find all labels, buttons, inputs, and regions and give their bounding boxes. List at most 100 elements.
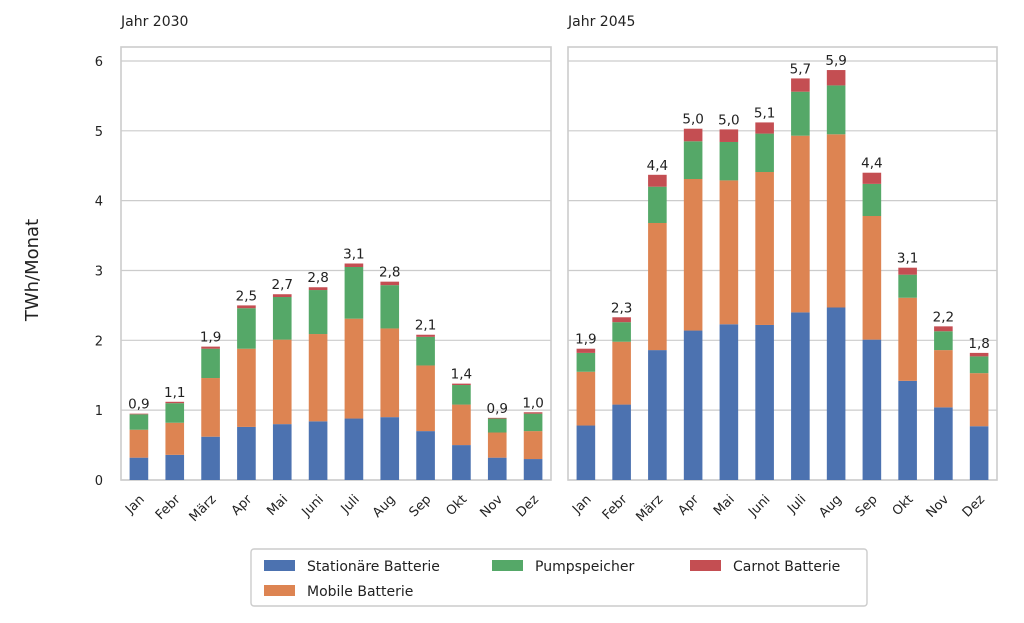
x-tick-label: Juli — [784, 492, 809, 517]
bar-segment — [862, 216, 882, 340]
bar-segment — [272, 424, 292, 480]
bar-segment — [862, 172, 882, 184]
bar-segment — [165, 401, 185, 404]
bar-segment — [898, 267, 917, 275]
bar-segment — [898, 297, 917, 381]
y-axis-label: TWh/Monat — [22, 219, 43, 322]
bar-segment — [165, 454, 185, 480]
bar-segment — [648, 174, 667, 187]
x-tick-label: Juni — [299, 492, 327, 520]
bar-segment — [344, 266, 364, 319]
bar-segment — [755, 172, 774, 325]
legend-swatch — [492, 560, 523, 571]
x-tick-label: Nov — [478, 492, 507, 521]
bar-segment — [934, 407, 953, 480]
bar-segment — [612, 404, 631, 480]
legend-swatch — [264, 560, 295, 571]
bar-segment — [523, 431, 543, 460]
data-label: 1,4 — [451, 367, 472, 383]
x-tick-label: Apr — [229, 492, 256, 519]
bar-segment — [487, 457, 507, 480]
bar-segment — [452, 445, 471, 480]
bar-segment — [380, 328, 400, 418]
bar-segment — [612, 317, 631, 323]
bar-segment — [380, 285, 400, 329]
bar-segment — [683, 128, 703, 142]
bar-segment — [612, 322, 631, 342]
bar-segment — [612, 341, 631, 405]
bar-segment — [416, 431, 435, 480]
bar-segment — [576, 425, 596, 480]
data-label: 5,9 — [825, 53, 846, 69]
bar-segment — [755, 324, 774, 480]
data-label: 1,1 — [164, 385, 185, 401]
x-tick-label: Jan — [122, 492, 147, 517]
bar-segment — [648, 350, 667, 480]
bar-segment — [576, 352, 596, 372]
bar-segment — [576, 348, 596, 353]
bar-segment — [487, 432, 507, 458]
legend-label: Carnot Batterie — [733, 559, 840, 575]
bar-segment — [308, 290, 328, 335]
y-tick-label: 6 — [95, 55, 103, 70]
data-label: 4,4 — [647, 158, 668, 174]
bar-segment — [862, 339, 882, 480]
data-label: 5,0 — [718, 112, 739, 128]
data-label: 1,9 — [200, 330, 221, 346]
plot-frame — [567, 46, 998, 481]
bar-segment — [237, 426, 256, 480]
bar-segment — [344, 263, 364, 267]
bar-segment — [523, 413, 543, 432]
bar-segment — [272, 297, 292, 340]
x-tick-label: Febr — [600, 492, 631, 523]
bar-segment — [416, 336, 435, 366]
data-label: 2,7 — [272, 277, 293, 293]
bar-segment — [416, 365, 435, 432]
data-label: 3,1 — [897, 251, 918, 267]
bar-segment — [576, 371, 596, 426]
plot-frame — [120, 46, 552, 481]
data-label: 4,4 — [861, 156, 882, 172]
x-tick-label: Sep — [406, 492, 434, 520]
data-label: 2,5 — [236, 288, 257, 304]
bar-segment — [201, 346, 220, 349]
x-tick-label: Jan — [569, 492, 594, 517]
data-label: 5,0 — [682, 112, 703, 128]
bar-segment — [683, 141, 703, 179]
bar-segment — [308, 421, 328, 480]
bar-segment — [862, 183, 882, 217]
x-tick-label: März — [633, 492, 666, 525]
legend-label: Stationäre Batterie — [307, 559, 440, 575]
bar-segment — [452, 404, 471, 446]
data-label: 0,9 — [128, 397, 149, 413]
x-tick-label: Mai — [711, 492, 738, 519]
panel-title: Jahr 2030 — [120, 14, 188, 30]
bar-segment — [201, 378, 220, 437]
bar-segment — [648, 186, 667, 223]
bar-segment — [129, 457, 149, 480]
bar-segment — [719, 141, 739, 181]
x-tick-label: Nov — [924, 492, 953, 521]
bar-segment — [826, 70, 846, 86]
bar-segment — [719, 180, 739, 325]
bar-segment — [683, 330, 703, 480]
panel-1: 0 1 2 3 4 5 6 Jahr 2030 0,9 Jan 1,1 Febr 1,9 März 2,5 A… — [95, 14, 552, 525]
bar-segment — [129, 414, 149, 430]
data-label: 3,1 — [343, 247, 364, 263]
x-tick-label: Mai — [264, 492, 291, 519]
bar-segment — [898, 380, 917, 480]
bar-segment — [969, 373, 989, 427]
data-label: 1,0 — [522, 395, 543, 411]
panel-title: Jahr 2045 — [567, 14, 635, 30]
bar-segment — [308, 287, 328, 291]
bar-segment — [755, 133, 774, 173]
bar-segment — [165, 422, 185, 455]
bar-segment — [452, 385, 471, 405]
x-tick-label: Juli — [338, 492, 363, 517]
x-tick-label: Aug — [816, 492, 845, 521]
bar-segment — [934, 331, 953, 351]
bar-segment — [719, 129, 739, 142]
x-tick-label: Okt — [890, 492, 917, 519]
bar-segment — [969, 356, 989, 374]
bar-segment — [683, 178, 703, 331]
